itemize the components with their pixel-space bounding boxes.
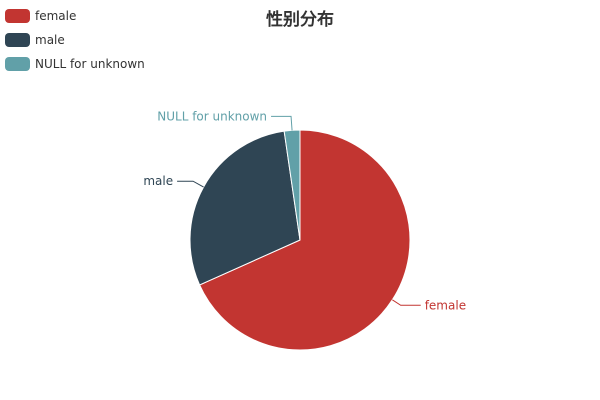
legend-label-unknown: NULL for unknown [35,57,145,71]
legend-item-female[interactable]: female [5,4,145,28]
legend-item-unknown[interactable]: NULL for unknown [5,52,145,76]
slice-label-female: female [425,298,466,312]
legend-item-male[interactable]: male [5,28,145,52]
pie-slice-null-for-unknown[interactable] [283,129,301,241]
label-line-male [177,180,204,188]
legend: female male NULL for unknown [5,4,145,76]
legend-label-male: male [35,33,65,47]
legend-swatch-female [5,9,30,23]
label-line-null-for-unknown [271,115,293,131]
label-line-female [392,299,421,306]
pie-slice-male[interactable] [189,130,301,286]
slice-label-null-for-unknown: NULL for unknown [157,109,267,123]
chart-title: 性别分布 [266,10,334,30]
legend-swatch-unknown [5,57,30,71]
slice-label-male: male [143,174,173,188]
legend-swatch-male [5,33,30,47]
pie-slice-female[interactable] [198,129,411,351]
legend-label-female: female [35,9,77,23]
